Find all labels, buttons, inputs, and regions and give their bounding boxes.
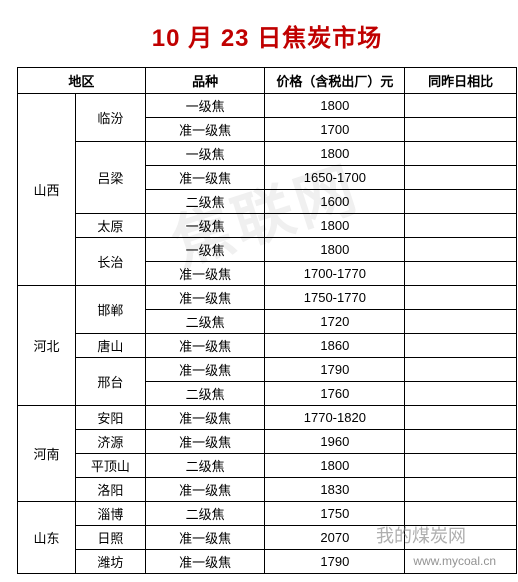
cell-diff — [405, 550, 517, 574]
cell-diff — [405, 430, 517, 454]
cell-grade: 准一级焦 — [145, 166, 265, 190]
cell-price: 1800 — [265, 214, 405, 238]
cell-grade: 准一级焦 — [145, 334, 265, 358]
cell-city: 邯郸 — [75, 286, 145, 334]
cell-price: 1700 — [265, 118, 405, 142]
cell-price: 1650-1700 — [265, 166, 405, 190]
cell-price: 1800 — [265, 94, 405, 118]
table-row: 吕梁一级焦1800 — [18, 142, 517, 166]
header-price: 价格（含税出厂）元 — [265, 68, 405, 94]
cell-price: 1860 — [265, 334, 405, 358]
price-table: 地区 品种 价格（含税出厂）元 同昨日相比 山西临汾一级焦1800准一级焦170… — [17, 67, 517, 574]
cell-price: 2070 — [265, 526, 405, 550]
cell-city: 淄博 — [75, 502, 145, 526]
cell-city: 临汾 — [75, 94, 145, 142]
cell-city: 洛阳 — [75, 478, 145, 502]
cell-diff — [405, 502, 517, 526]
cell-grade: 一级焦 — [145, 238, 265, 262]
cell-region: 河南 — [18, 406, 76, 502]
cell-price: 1800 — [265, 454, 405, 478]
cell-city: 安阳 — [75, 406, 145, 430]
table-row: 唐山准一级焦1860 — [18, 334, 517, 358]
cell-grade: 准一级焦 — [145, 118, 265, 142]
cell-grade: 一级焦 — [145, 214, 265, 238]
cell-city: 潍坊 — [75, 550, 145, 574]
table-row: 日照准一级焦2070 — [18, 526, 517, 550]
cell-grade: 准一级焦 — [145, 406, 265, 430]
table-row: 潍坊准一级焦1790 — [18, 550, 517, 574]
cell-price: 1960 — [265, 430, 405, 454]
cell-diff — [405, 454, 517, 478]
cell-grade: 二级焦 — [145, 502, 265, 526]
table-row: 长治一级焦1800 — [18, 238, 517, 262]
cell-price: 1600 — [265, 190, 405, 214]
cell-grade: 准一级焦 — [145, 430, 265, 454]
cell-grade: 二级焦 — [145, 382, 265, 406]
header-grade: 品种 — [145, 68, 265, 94]
cell-diff — [405, 382, 517, 406]
cell-grade: 准一级焦 — [145, 262, 265, 286]
table-row: 山西临汾一级焦1800 — [18, 94, 517, 118]
cell-region: 河北 — [18, 286, 76, 406]
cell-grade: 准一级焦 — [145, 358, 265, 382]
cell-price: 1700-1770 — [265, 262, 405, 286]
table-row: 济源准一级焦1960 — [18, 430, 517, 454]
cell-price: 1760 — [265, 382, 405, 406]
cell-city: 太原 — [75, 214, 145, 238]
cell-diff — [405, 478, 517, 502]
cell-grade: 准一级焦 — [145, 526, 265, 550]
cell-diff — [405, 118, 517, 142]
cell-city: 唐山 — [75, 334, 145, 358]
cell-grade: 一级焦 — [145, 142, 265, 166]
cell-city: 吕梁 — [75, 142, 145, 214]
cell-price: 1800 — [265, 238, 405, 262]
cell-diff — [405, 286, 517, 310]
cell-grade: 二级焦 — [145, 454, 265, 478]
cell-grade: 一级焦 — [145, 94, 265, 118]
cell-diff — [405, 358, 517, 382]
cell-diff — [405, 406, 517, 430]
cell-city: 平顶山 — [75, 454, 145, 478]
cell-grade: 准一级焦 — [145, 478, 265, 502]
cell-diff — [405, 334, 517, 358]
header-region: 地区 — [18, 68, 146, 94]
header-diff: 同昨日相比 — [405, 68, 517, 94]
table-row: 太原一级焦1800 — [18, 214, 517, 238]
table-row: 平顶山二级焦1800 — [18, 454, 517, 478]
table-row: 洛阳准一级焦1830 — [18, 478, 517, 502]
cell-price: 1790 — [265, 358, 405, 382]
cell-diff — [405, 310, 517, 334]
cell-diff — [405, 190, 517, 214]
cell-region: 山西 — [18, 94, 76, 286]
cell-price: 1800 — [265, 142, 405, 166]
cell-city: 日照 — [75, 526, 145, 550]
cell-grade: 准一级焦 — [145, 286, 265, 310]
page-title: 10 月 23 日焦炭市场 — [8, 18, 518, 53]
cell-diff — [405, 166, 517, 190]
cell-city: 济源 — [75, 430, 145, 454]
table-header-row: 地区 品种 价格（含税出厂）元 同昨日相比 — [18, 68, 517, 94]
cell-price: 1790 — [265, 550, 405, 574]
cell-grade: 二级焦 — [145, 310, 265, 334]
cell-diff — [405, 214, 517, 238]
cell-price: 1750 — [265, 502, 405, 526]
cell-diff — [405, 94, 517, 118]
table-row: 邢台准一级焦1790 — [18, 358, 517, 382]
table-row: 河北邯郸准一级焦1750-1770 — [18, 286, 517, 310]
cell-price: 1830 — [265, 478, 405, 502]
cell-diff — [405, 262, 517, 286]
cell-price: 1750-1770 — [265, 286, 405, 310]
cell-price: 1770-1820 — [265, 406, 405, 430]
cell-city: 长治 — [75, 238, 145, 286]
cell-diff — [405, 142, 517, 166]
cell-region: 山东 — [18, 502, 76, 574]
table-row: 河南安阳准一级焦1770-1820 — [18, 406, 517, 430]
cell-grade: 准一级焦 — [145, 550, 265, 574]
table-row: 山东淄博二级焦1750 — [18, 502, 517, 526]
cell-grade: 二级焦 — [145, 190, 265, 214]
cell-city: 邢台 — [75, 358, 145, 406]
cell-diff — [405, 238, 517, 262]
cell-diff — [405, 526, 517, 550]
cell-price: 1720 — [265, 310, 405, 334]
